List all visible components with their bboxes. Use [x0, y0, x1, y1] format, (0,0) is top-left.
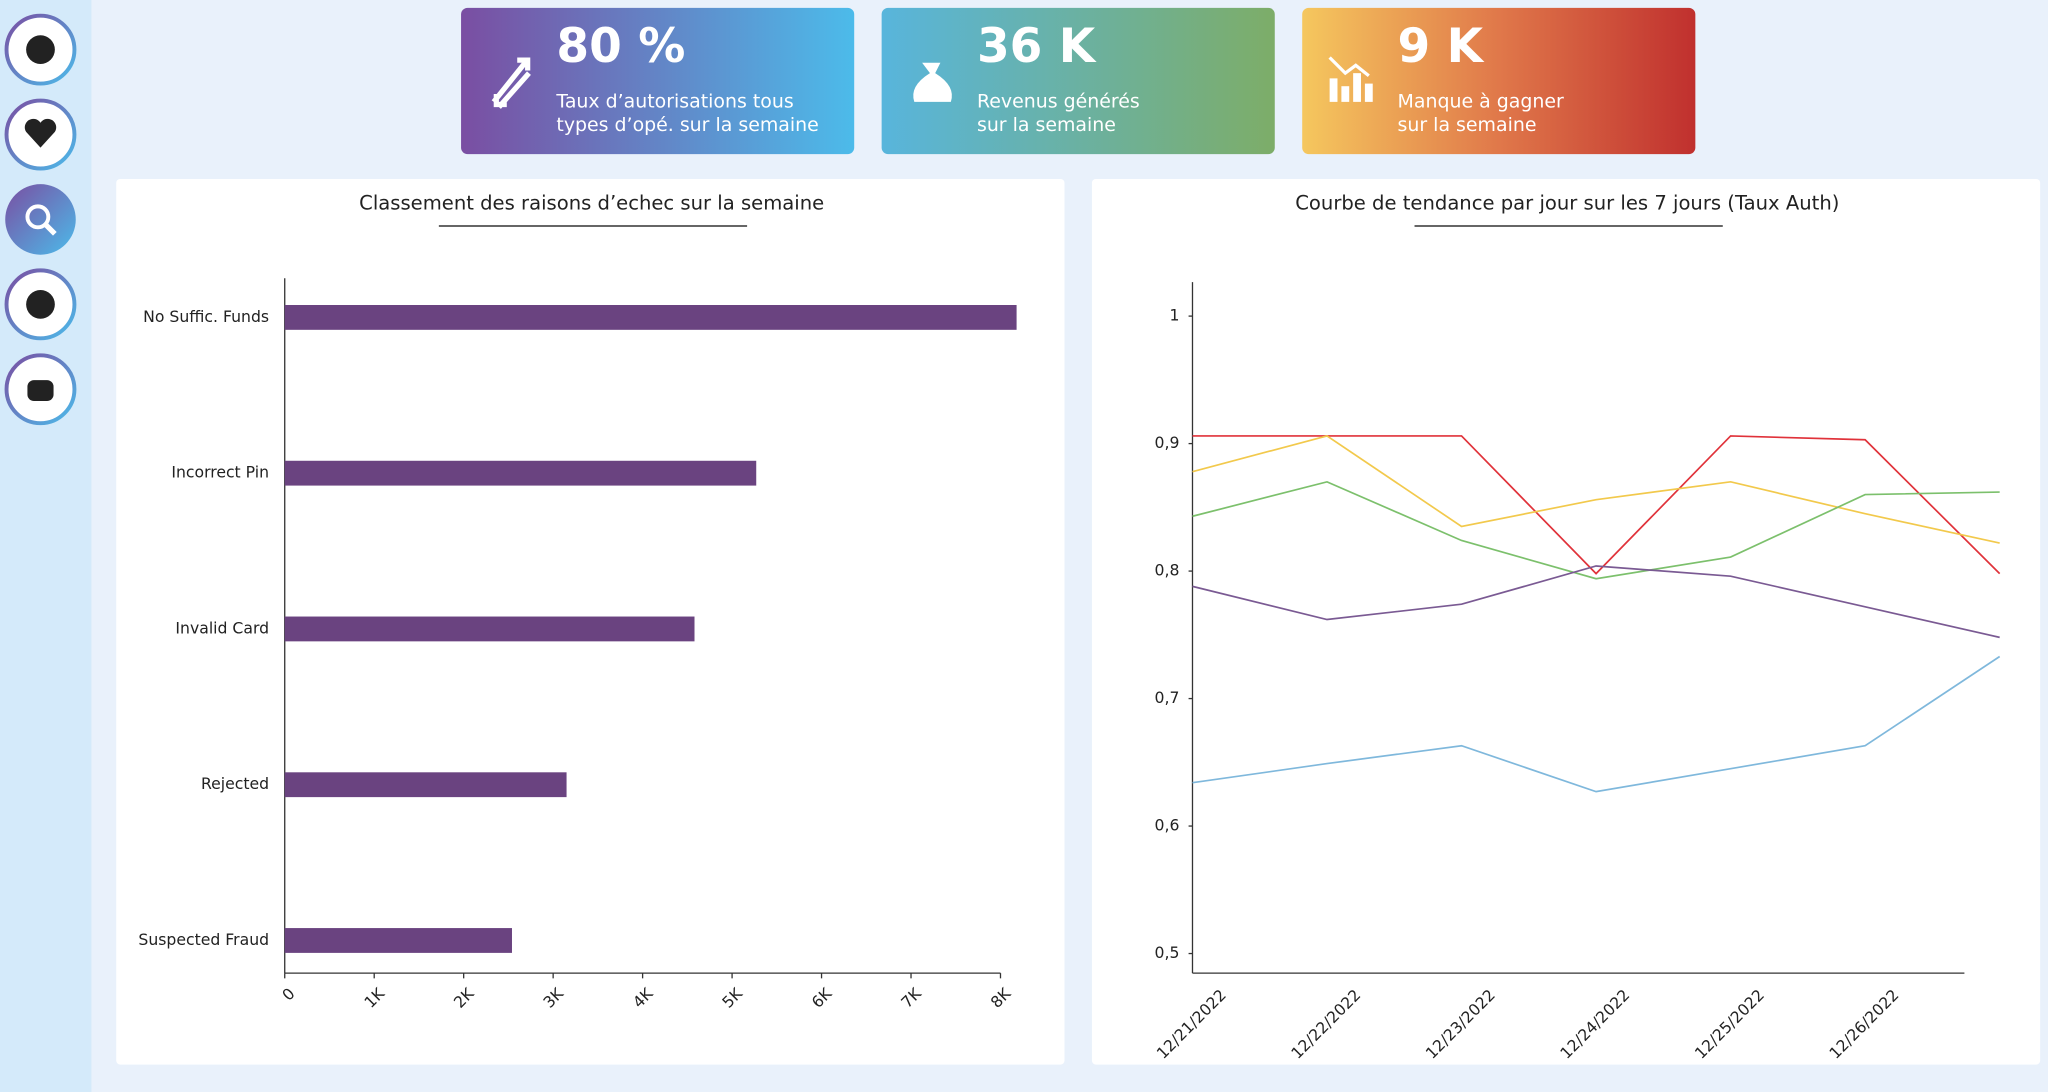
- kpi-icon: [1328, 56, 1373, 102]
- y-tick-label: 0,7: [1155, 688, 1180, 707]
- bar: [284, 928, 512, 953]
- y-tick-label: 1: [1169, 306, 1179, 325]
- kpi-card: [881, 7, 1275, 155]
- kpi-label: Taux d’autorisations tous: [555, 90, 793, 112]
- icon: [26, 35, 55, 65]
- line-series: [1192, 655, 2001, 793]
- kpi-label: Manque à gagner: [1398, 90, 1564, 112]
- kpi-value: 9 K: [1398, 19, 1485, 74]
- icon: [24, 118, 57, 148]
- kpi-card: [1302, 7, 1696, 155]
- y-category-label: Suspected Fraud: [138, 930, 269, 949]
- panel: [1091, 178, 2041, 1065]
- line-series: [1192, 480, 2000, 580]
- kpi-value: 36 K: [977, 19, 1097, 74]
- kpi-label: types d’opé. sur la semaine: [556, 114, 818, 136]
- bar: [284, 305, 1017, 330]
- kpi-cards: 80 % Taux d’autorisations tous types d’o…: [461, 7, 1696, 155]
- y-category-label: Invalid Card: [175, 618, 269, 637]
- y-tick-label: 0,8: [1155, 561, 1180, 580]
- y-category-label: Incorrect Pin: [171, 463, 269, 482]
- kpi-value: 80 %: [556, 19, 685, 74]
- line-series: [1192, 435, 2000, 544]
- bar: [284, 772, 567, 798]
- kpi-icon: [913, 62, 952, 102]
- nav-icons: [4, 13, 77, 426]
- nav-button[interactable]: [5, 184, 76, 255]
- bar: [284, 616, 695, 642]
- icon: [43, 222, 57, 236]
- y-category-label: No Suffic. Funds: [143, 307, 269, 326]
- kpi-label: Revenus générés: [977, 90, 1140, 112]
- kpi-label: sur la semaine: [977, 114, 1116, 136]
- y-tick-label: 0,6: [1155, 816, 1180, 835]
- y-category-label: Rejected: [201, 774, 269, 793]
- bar: [284, 460, 757, 486]
- icon: [26, 289, 55, 319]
- icon: [27, 380, 54, 402]
- chart-title: Courbe de tendance par jour sur les 7 jo…: [1295, 191, 1839, 214]
- y-tick-label: 0,5: [1155, 943, 1180, 962]
- kpi-icon: [491, 57, 531, 109]
- y-tick-label: 0,9: [1155, 433, 1180, 452]
- line-series: [1192, 565, 2000, 639]
- chart-title: Classement des raisons d’echec sur la se…: [359, 191, 824, 214]
- kpi-card: [461, 7, 855, 155]
- icon: [25, 204, 51, 230]
- kpi-label: sur la semaine: [1398, 114, 1537, 136]
- sidebar: [0, 0, 92, 1092]
